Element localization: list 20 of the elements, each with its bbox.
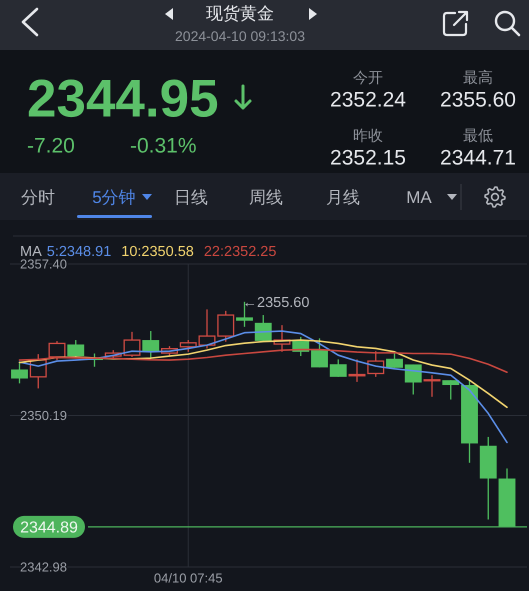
annotation: 昨收 xyxy=(353,127,383,144)
annotation: -0.31% xyxy=(130,134,197,158)
annotation: 2344.71 xyxy=(440,146,516,170)
annotation: 日线 xyxy=(174,188,208,207)
annotation: 分时 xyxy=(21,188,55,207)
annotation: -7.20 xyxy=(27,134,75,158)
annotation: 5分钟 xyxy=(92,188,136,207)
annotation: 月线 xyxy=(326,188,360,207)
annotation: 最低 xyxy=(463,127,493,144)
annotation: 2352.15 xyxy=(330,146,406,170)
subtitle: 2024-04-10 09:13:03 xyxy=(175,28,305,44)
annotation: 最高 xyxy=(463,69,493,86)
annotation: 2344.95 xyxy=(27,70,219,129)
annotation: ←2355.60 xyxy=(242,294,310,311)
annotation: 周线 xyxy=(249,188,283,207)
annotation: 今开 xyxy=(353,69,383,86)
annotation: 2352.24 xyxy=(330,88,406,112)
annotation: MA xyxy=(406,188,432,207)
title: 现货黄金 xyxy=(206,4,274,23)
annotation: 2355.60 xyxy=(440,88,516,112)
